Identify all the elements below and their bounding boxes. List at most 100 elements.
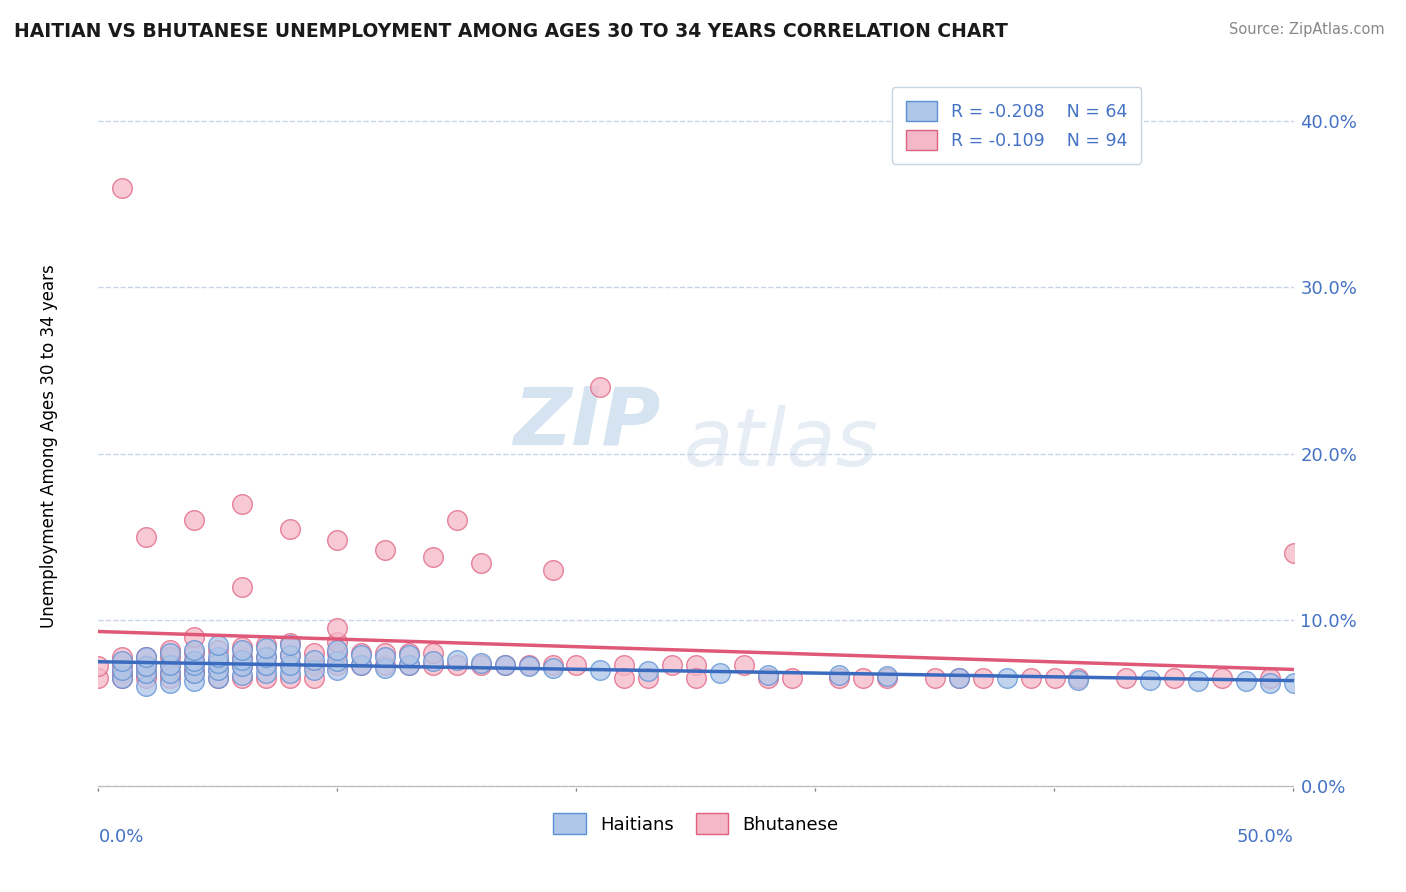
Point <box>470 557 492 571</box>
Point <box>1067 671 1090 685</box>
Point <box>661 657 683 672</box>
Point <box>517 657 540 672</box>
Point <box>326 646 349 660</box>
Point <box>159 676 181 690</box>
Point <box>565 657 588 672</box>
Point <box>302 671 325 685</box>
Point <box>1187 674 1209 689</box>
Point <box>1282 676 1305 690</box>
Point <box>302 653 325 667</box>
Point <box>326 643 349 657</box>
Point <box>207 663 229 677</box>
Point <box>1282 546 1305 560</box>
Point <box>1234 674 1257 689</box>
Point <box>374 661 396 675</box>
Point <box>231 643 253 657</box>
Point <box>446 653 468 667</box>
Point <box>231 640 253 654</box>
Point <box>207 663 229 677</box>
Point <box>135 666 157 681</box>
Point <box>924 671 946 685</box>
Point <box>183 674 205 689</box>
Point <box>135 659 157 673</box>
Point <box>135 659 157 673</box>
Point <box>1067 673 1090 687</box>
Point <box>111 657 134 672</box>
Point <box>159 666 181 681</box>
Point <box>828 671 851 685</box>
Point <box>541 563 564 577</box>
Point <box>254 666 277 681</box>
Text: ZIP: ZIP <box>513 384 661 461</box>
Text: 50.0%: 50.0% <box>1237 828 1294 846</box>
Point <box>183 655 205 669</box>
Point <box>1043 671 1066 685</box>
Point <box>207 649 229 664</box>
Point <box>231 497 253 511</box>
Point <box>422 646 444 660</box>
Point <box>87 671 110 685</box>
Point <box>254 641 277 656</box>
Point <box>87 659 110 673</box>
Point <box>111 649 134 664</box>
Point <box>231 653 253 667</box>
Point <box>231 667 253 681</box>
Point <box>111 655 134 669</box>
Point <box>231 649 253 664</box>
Point <box>278 666 301 681</box>
Point <box>231 659 253 673</box>
Point <box>972 671 994 685</box>
Point <box>589 663 612 677</box>
Point <box>302 657 325 672</box>
Point <box>183 630 205 644</box>
Point <box>183 646 205 660</box>
Point <box>374 543 396 558</box>
Point <box>446 657 468 672</box>
Point <box>733 657 755 672</box>
Point <box>756 667 779 681</box>
Point <box>135 530 157 544</box>
Point <box>350 648 373 662</box>
Point <box>494 657 516 672</box>
Text: atlas: atlas <box>685 405 879 483</box>
Point <box>470 656 492 670</box>
Point <box>111 663 134 677</box>
Point <box>111 180 134 194</box>
Point <box>183 666 205 681</box>
Point <box>685 657 707 672</box>
Point <box>278 648 301 662</box>
Point <box>326 655 349 669</box>
Point <box>995 671 1018 685</box>
Point <box>326 533 349 548</box>
Point <box>613 657 636 672</box>
Point <box>183 655 205 669</box>
Point <box>852 671 875 685</box>
Point <box>1258 671 1281 685</box>
Point <box>159 643 181 657</box>
Point <box>828 667 851 681</box>
Point <box>350 657 373 672</box>
Point <box>111 671 134 685</box>
Point <box>422 549 444 564</box>
Point <box>254 659 277 673</box>
Point <box>231 580 253 594</box>
Point <box>254 638 277 652</box>
Point <box>398 646 420 660</box>
Point <box>254 671 277 685</box>
Text: Unemployment Among Ages 30 to 34 years: Unemployment Among Ages 30 to 34 years <box>41 264 58 628</box>
Point <box>302 663 325 677</box>
Point <box>111 666 134 681</box>
Point <box>278 648 301 662</box>
Point <box>1163 671 1185 685</box>
Point <box>159 657 181 672</box>
Point <box>398 648 420 662</box>
Point <box>159 649 181 664</box>
Point <box>637 671 659 685</box>
Point <box>541 661 564 675</box>
Point <box>1211 671 1233 685</box>
Point <box>231 659 253 673</box>
Point <box>326 663 349 677</box>
Point <box>350 646 373 660</box>
Point <box>1019 671 1042 685</box>
Point <box>302 646 325 660</box>
